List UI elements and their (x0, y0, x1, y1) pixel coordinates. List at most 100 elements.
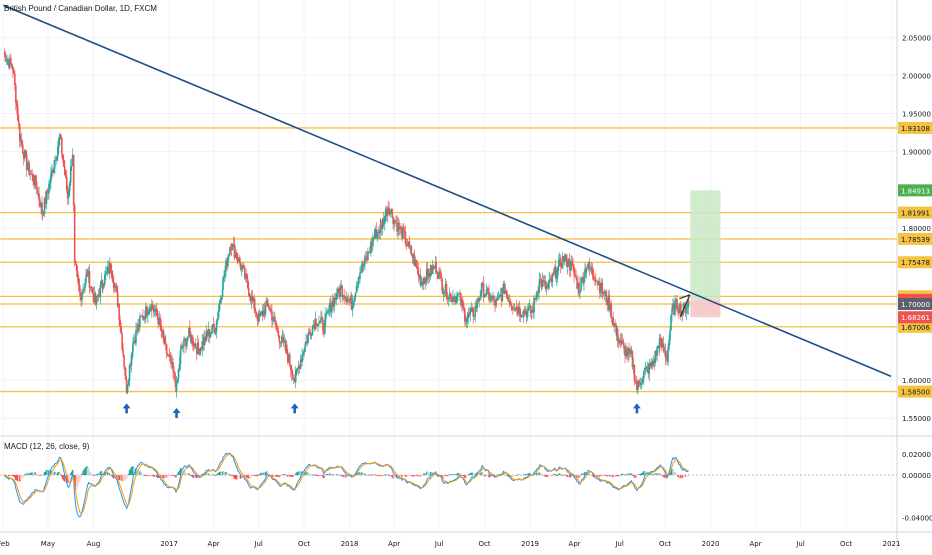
macd-histogram-bar (171, 475, 173, 476)
macd-histogram-bar (57, 472, 59, 476)
candle-body (518, 306, 521, 315)
macd-histogram-bar (26, 474, 28, 476)
long-position-tool[interactable] (690, 190, 721, 318)
candle-body (228, 254, 230, 258)
candle-body (405, 243, 408, 245)
macd-histogram-bar (497, 474, 500, 476)
macd-histogram-bar (421, 474, 424, 476)
macd-histogram-bar (208, 474, 211, 476)
time-tick-label: Apr (569, 540, 581, 548)
candle-body (178, 363, 181, 369)
candle-body (345, 296, 347, 303)
macd-histogram-bar (84, 468, 86, 476)
macd-histogram-bar (642, 472, 644, 476)
macd-histogram-bar (340, 474, 342, 476)
macd-histogram-bar (567, 475, 570, 477)
candle-body (294, 370, 297, 383)
candle-body (94, 293, 97, 305)
candle-body (187, 336, 189, 341)
up-arrow-shape (122, 403, 131, 414)
macd-histogram-bar (342, 475, 344, 477)
macd-histogram-bar (31, 472, 33, 476)
candle-body (129, 364, 132, 366)
macd-histogram-bar (277, 475, 280, 477)
macd-histogram-bar (12, 475, 14, 477)
candle-body (634, 380, 637, 382)
candle-body (295, 368, 298, 371)
macd-histogram-bar (377, 475, 380, 476)
candle-body (59, 134, 61, 139)
macd-histogram-bar (61, 475, 64, 480)
macd-histogram-bar (580, 474, 582, 476)
candle-body (157, 319, 160, 325)
macd-histogram-bar (578, 475, 580, 478)
macd-histogram-bar (556, 474, 559, 476)
macd-histogram-bar (634, 475, 637, 478)
candle-body (111, 277, 114, 282)
candle-body (336, 288, 339, 300)
candle-body (510, 306, 513, 309)
candle-body (154, 308, 157, 312)
level-label-bg (898, 320, 932, 333)
macd-histogram-bar (418, 475, 421, 476)
candle-body (409, 246, 412, 248)
candle-body (72, 154, 75, 206)
candle-body (424, 280, 427, 284)
candle-body (542, 280, 545, 282)
macd-histogram-bar (539, 472, 542, 476)
candle-body (264, 305, 267, 315)
candle-body (495, 299, 497, 306)
candle-body (372, 238, 374, 247)
descending-trendline (3, 4, 892, 378)
macd-histogram-bar (122, 475, 124, 481)
level-label: 1.78539 (901, 236, 930, 244)
macd-histogram-bar (362, 473, 364, 476)
candle-body (655, 351, 657, 356)
macd-histogram-bar (428, 473, 431, 476)
candle-body (99, 284, 102, 297)
macd-histogram-bar (413, 475, 416, 477)
candle-body (555, 275, 558, 279)
macd-histogram-bar (99, 471, 102, 476)
macd-histogram-bar (685, 475, 688, 477)
macd-histogram-bar (597, 475, 599, 477)
candle-body (40, 202, 42, 208)
candle-body (654, 351, 656, 364)
macd-histogram-bar (87, 468, 90, 476)
trendline-layer[interactable] (3, 4, 892, 378)
candle-body (472, 308, 475, 317)
candle-body (108, 263, 111, 274)
candle-body (304, 344, 306, 352)
candle-body (270, 308, 272, 312)
candle-body (480, 282, 483, 293)
candle-body (275, 320, 277, 327)
candle-body (609, 303, 611, 310)
candle-body (643, 369, 646, 372)
candle-body (370, 242, 372, 253)
candle-body (98, 295, 101, 297)
candle-body (120, 326, 122, 334)
macd-histogram-bar (48, 470, 50, 476)
candle-body (466, 318, 469, 322)
macd-histogram-bar (17, 475, 19, 482)
candle-body (346, 300, 348, 303)
macd-histogram-bar (471, 472, 474, 476)
candle-body (53, 167, 55, 173)
candle-body (301, 354, 303, 363)
candle-body (674, 302, 676, 315)
candle-body (646, 367, 649, 368)
candle-body (333, 297, 336, 307)
candle-body (413, 254, 416, 266)
candle-body (131, 350, 134, 354)
candle-body (521, 316, 524, 318)
macd-histogram-bar (223, 471, 225, 476)
candle-body (317, 323, 319, 326)
macd-histogram-bar (123, 475, 125, 481)
macd-histogram-bar (495, 475, 498, 476)
macd-histogram-bar (290, 475, 293, 477)
macd-histogram-bar (485, 475, 488, 476)
candle-body (421, 281, 424, 285)
candle-body (555, 266, 557, 279)
